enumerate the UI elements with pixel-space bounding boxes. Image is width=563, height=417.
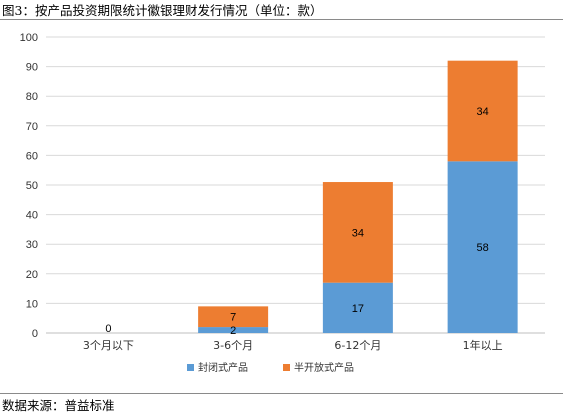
bar-segment xyxy=(198,306,269,328)
legend: 封闭式产品 半开放式产品 xyxy=(187,361,354,374)
bar-segment xyxy=(447,60,518,162)
data-label: 34 xyxy=(352,227,364,239)
legend-label: 半开放式产品 xyxy=(294,361,354,374)
bar-segment xyxy=(198,327,269,333)
y-axis-ticks: 0 10 20 30 40 50 60 70 80 90 100 xyxy=(20,32,38,340)
y-tick-label: 60 xyxy=(26,150,38,162)
x-category-label: 6-12个月 xyxy=(334,339,381,352)
y-tick-label: 0 xyxy=(32,328,38,340)
bar-segment xyxy=(322,282,393,333)
y-tick-label: 50 xyxy=(26,180,38,192)
x-category-label: 3-6个月 xyxy=(213,339,253,352)
figure-title: 图3：按产品投资期限统计徽银理财发行情况（单位：款） xyxy=(2,3,323,18)
figure-source: 数据来源：普益标准 xyxy=(2,398,115,413)
data-label: 2 xyxy=(230,325,236,337)
stacked-bar-chart: 0 10 20 30 40 50 60 70 80 90 100 0 27 17 34 58 34 3个月以下… xyxy=(20,32,545,374)
x-category-label: 1年以上 xyxy=(463,338,503,352)
y-tick-label: 90 xyxy=(26,62,38,74)
y-tick-label: 40 xyxy=(26,210,38,222)
y-tick-label: 70 xyxy=(26,121,38,133)
data-label: 17 xyxy=(352,303,364,315)
x-axis-categories: 3个月以下 3-6个月 6-12个月 1年以上 xyxy=(83,338,503,352)
y-tick-label: 80 xyxy=(26,91,38,103)
bar-segment xyxy=(322,182,393,283)
y-tick-label: 20 xyxy=(26,269,38,281)
legend-label: 封闭式产品 xyxy=(198,361,248,374)
data-label: 58 xyxy=(477,242,489,254)
legend-swatch xyxy=(187,364,194,371)
data-labels: 0 27 17 34 58 34 xyxy=(105,106,488,337)
legend-swatch xyxy=(283,364,290,371)
y-tick-label: 30 xyxy=(26,239,38,251)
data-label: 34 xyxy=(477,106,489,118)
y-tick-label: 10 xyxy=(26,298,38,310)
bars xyxy=(198,60,518,333)
bar-segment xyxy=(447,161,518,333)
y-tick-label: 100 xyxy=(20,32,38,44)
data-label: 7 xyxy=(230,312,236,324)
bottom-rule xyxy=(0,393,563,394)
top-rule xyxy=(0,19,563,20)
x-category-label: 3个月以下 xyxy=(83,339,134,352)
data-label: 0 xyxy=(105,323,111,335)
